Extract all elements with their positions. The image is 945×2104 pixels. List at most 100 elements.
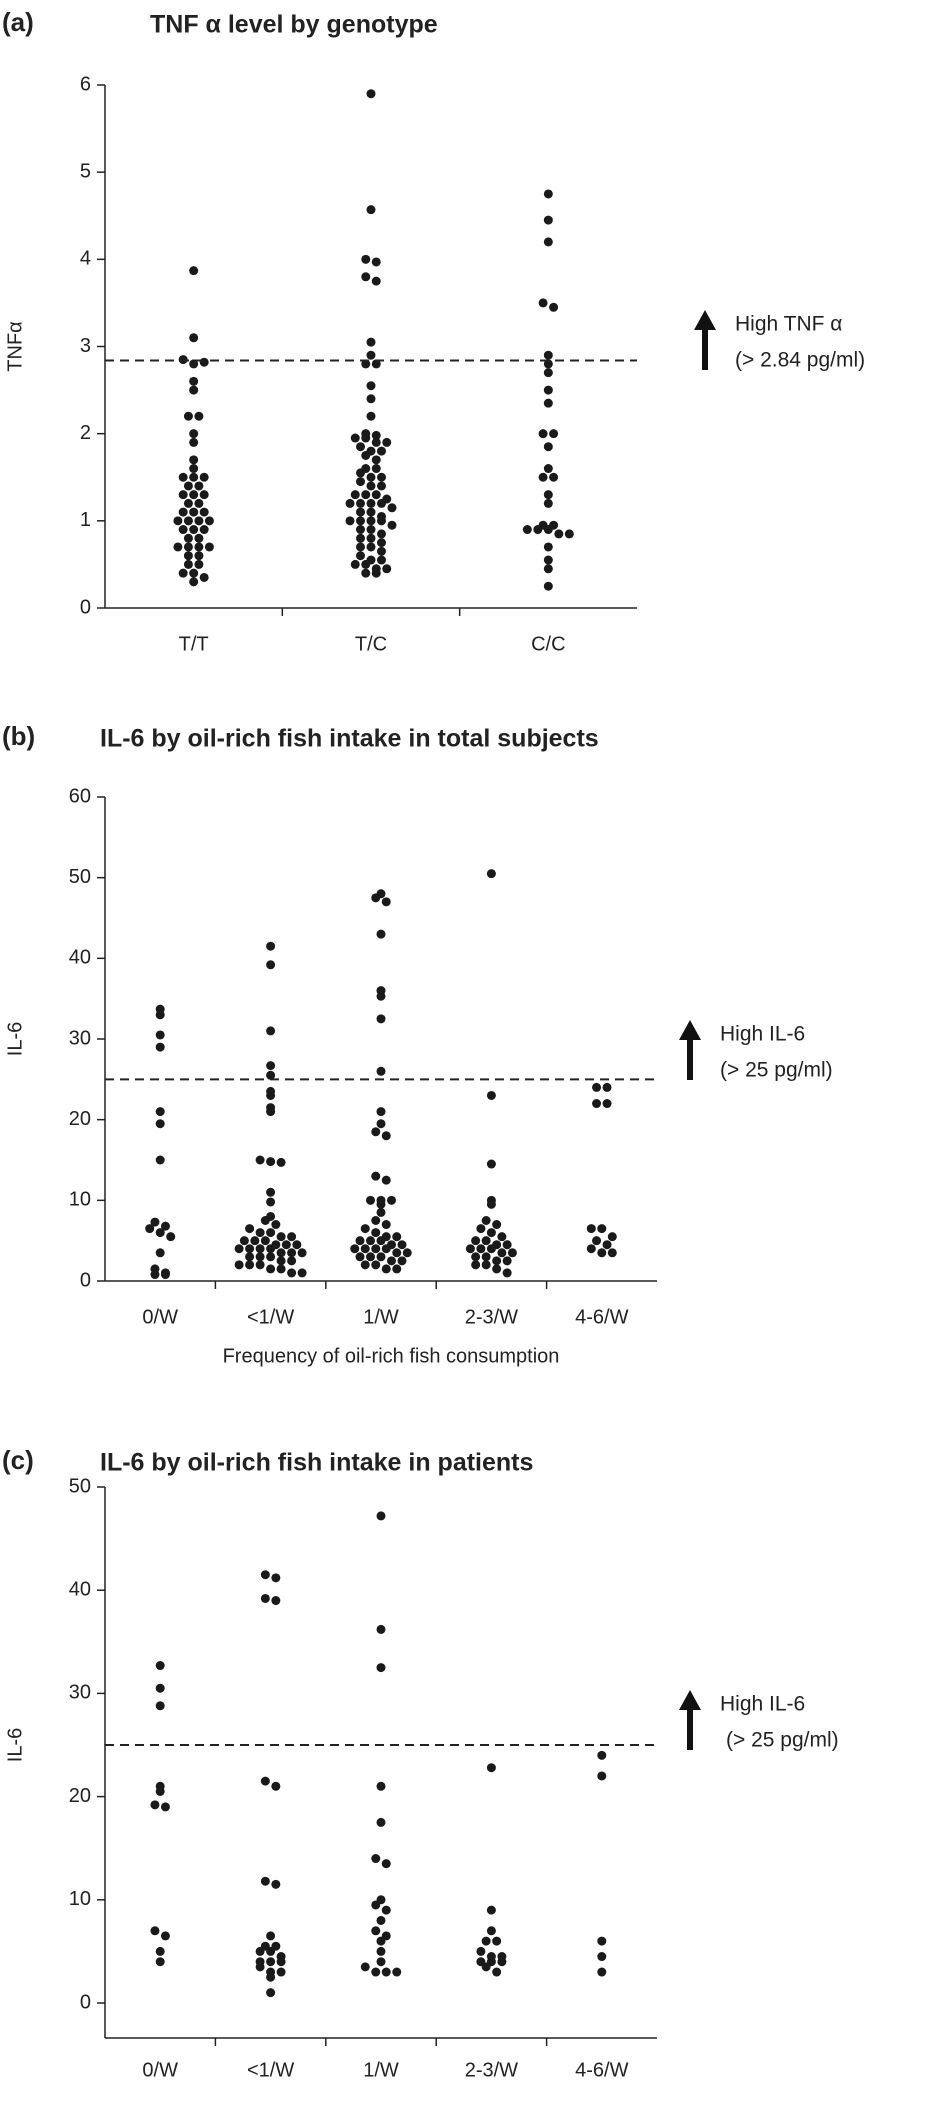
data-point xyxy=(543,189,553,199)
data-point xyxy=(543,350,553,360)
data-point xyxy=(356,507,365,517)
data-point xyxy=(543,490,553,500)
data-point xyxy=(189,490,199,500)
data-point xyxy=(155,1042,165,1052)
data-point xyxy=(276,1967,286,1977)
data-point xyxy=(356,468,365,478)
x-tick-label: 4-6/W xyxy=(575,2059,628,2081)
data-point xyxy=(194,481,204,491)
data-point xyxy=(371,1926,381,1936)
data-point xyxy=(538,429,548,439)
data-point xyxy=(549,472,559,482)
data-point xyxy=(371,1244,381,1254)
chart-title: IL-6 by oil-rich fish intake in total su… xyxy=(100,725,599,753)
data-point xyxy=(266,1252,276,1262)
y-tick-label: 0 xyxy=(80,1991,91,2013)
data-point xyxy=(266,1228,276,1238)
data-point xyxy=(350,559,360,569)
data-point xyxy=(189,525,199,535)
x-tick-label: T/T xyxy=(179,633,209,655)
data-point xyxy=(602,1082,612,1092)
data-point xyxy=(183,411,193,421)
data-point xyxy=(597,1952,607,1962)
y-tick-label: 1 xyxy=(80,509,91,531)
data-point xyxy=(371,359,381,369)
data-point xyxy=(199,472,209,482)
data-point xyxy=(355,1236,365,1246)
annotation: (> 2.84 pg/ml) xyxy=(735,349,865,372)
data-point xyxy=(178,472,188,482)
data-point xyxy=(245,1260,255,1270)
data-point xyxy=(371,257,381,267)
data-point xyxy=(178,507,188,517)
data-point xyxy=(356,477,365,487)
data-point xyxy=(366,1236,375,1246)
x-tick-label: C/C xyxy=(531,633,565,655)
data-point xyxy=(381,1264,391,1274)
data-point xyxy=(597,1771,607,1781)
data-point xyxy=(350,1244,360,1254)
data-point xyxy=(276,1248,286,1258)
data-point xyxy=(387,503,397,513)
data-point xyxy=(173,516,183,526)
x-tick-label: T/C xyxy=(355,633,387,655)
data-point xyxy=(350,490,360,500)
data-point xyxy=(381,1859,391,1869)
data-point xyxy=(366,205,376,215)
data-point xyxy=(155,1119,165,1129)
data-point xyxy=(597,1936,607,1946)
data-point xyxy=(366,89,376,99)
data-point xyxy=(502,1268,512,1278)
data-point xyxy=(355,1252,365,1262)
data-point xyxy=(155,1946,165,1956)
data-point xyxy=(366,507,376,517)
data-point xyxy=(507,1248,517,1258)
data-point xyxy=(366,381,376,391)
x-tick-label: 2-3/W xyxy=(465,1306,518,1328)
data-point xyxy=(381,1131,391,1141)
data-point xyxy=(382,437,392,447)
data-point xyxy=(271,1879,281,1889)
data-point xyxy=(361,359,371,369)
data-point xyxy=(366,411,376,421)
data-point xyxy=(155,1030,165,1040)
x-tick-label: 1/W xyxy=(363,2059,399,2081)
data-point xyxy=(189,568,199,578)
y-tick-label: 40 xyxy=(69,1578,91,1600)
data-point xyxy=(204,542,214,552)
data-point xyxy=(592,1082,602,1092)
data-point xyxy=(183,551,193,561)
data-point xyxy=(377,498,386,508)
data-point xyxy=(382,564,392,574)
data-point xyxy=(292,1240,302,1250)
data-point xyxy=(266,960,276,970)
data-point xyxy=(481,1252,491,1262)
data-point xyxy=(549,302,559,312)
data-point xyxy=(543,215,553,225)
data-point xyxy=(255,1244,265,1254)
data-point xyxy=(486,869,496,879)
data-point xyxy=(260,1776,270,1786)
y-tick-label: 60 xyxy=(69,785,91,807)
data-point xyxy=(543,398,553,408)
data-point xyxy=(266,1972,276,1982)
data-point xyxy=(266,1107,276,1117)
data-point xyxy=(194,516,204,526)
y-tick-label: 0 xyxy=(80,596,91,618)
data-point xyxy=(271,1220,281,1230)
data-point xyxy=(377,481,386,491)
data-point xyxy=(366,394,376,404)
y-tick-label: 3 xyxy=(80,335,91,357)
data-point xyxy=(377,446,386,456)
data-point xyxy=(183,498,193,508)
data-point xyxy=(376,1957,386,1967)
data-point xyxy=(204,516,214,526)
y-tick-label: 6 xyxy=(80,73,91,95)
panel-label: (a) xyxy=(2,7,34,37)
y-tick-label: 20 xyxy=(69,1785,91,1807)
data-point xyxy=(597,1967,607,1977)
data-point xyxy=(481,1216,491,1225)
data-point xyxy=(271,1781,281,1791)
panel-label: (c) xyxy=(2,1445,34,1475)
